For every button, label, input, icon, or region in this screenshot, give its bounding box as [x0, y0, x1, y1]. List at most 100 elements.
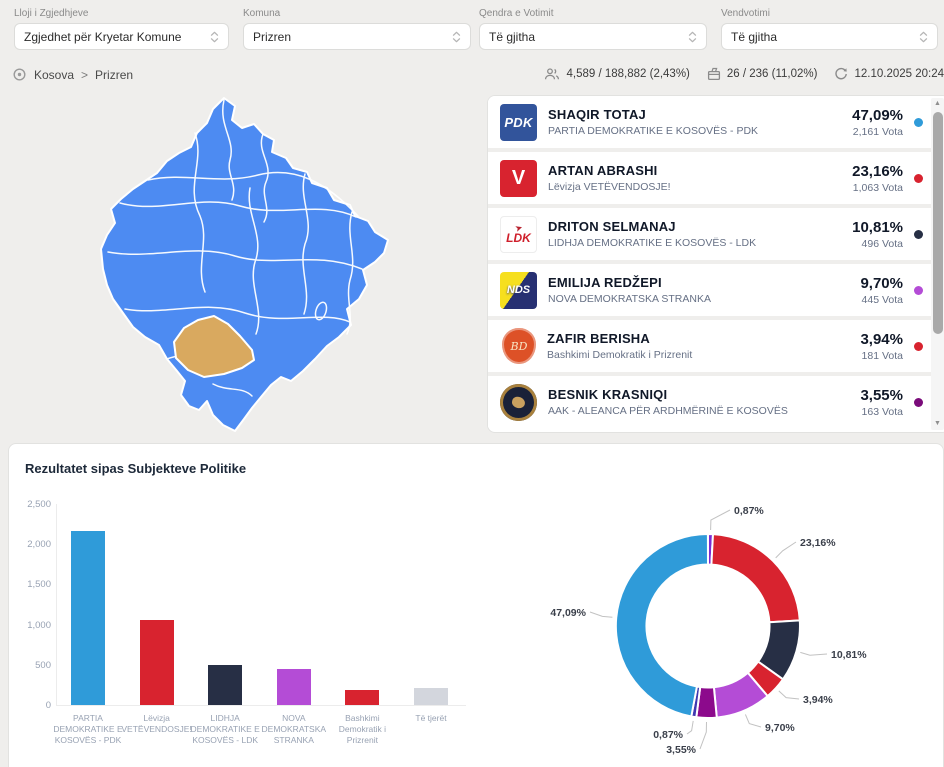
donut-label-connector — [686, 720, 694, 735]
party-logo-text: V — [511, 166, 526, 189]
x-axis-category-label: PARTIA DEMOKRATIKE E KOSOVËS - PDK — [53, 713, 123, 746]
party-logo-pdk-icon: PDK — [500, 103, 537, 141]
party-logo-vv-icon: V — [500, 159, 537, 197]
candidate-party: NOVA DEMOKRATSKA STRANKA — [548, 293, 711, 305]
breadcrumb-current: Prizren — [95, 67, 134, 82]
candidate-percent: 3,94% — [860, 330, 903, 348]
map-country-shape[interactable] — [100, 97, 389, 432]
x-axis-line — [56, 705, 466, 706]
donut-slice-label: 10,81% — [831, 649, 867, 661]
filter-voting-center: Qendra e Votimit Të gjitha — [479, 8, 707, 50]
stats-bar: 4,589 / 188,882 (2,43%) 26 / 236 (11,02%… — [544, 67, 944, 81]
filter-label: Qendra e Votimit — [479, 8, 554, 19]
bar-6[interactable] — [414, 688, 448, 705]
y-axis-tick-label: 2,500 — [27, 499, 51, 510]
select-value: Të gjitha — [731, 29, 778, 44]
results-by-party-card: Rezultatet sipas Subjekteve Politike 0 50… — [8, 443, 944, 767]
scroll-up-arrow-icon[interactable]: ▲ — [934, 100, 941, 107]
filter-municipality: Komuna Prizren — [243, 8, 471, 50]
bar-3[interactable] — [208, 665, 243, 705]
candidate-name: BESNIK KRASNIQI — [548, 387, 668, 402]
donut-label-connector — [710, 509, 731, 531]
candidate-votes: 163 Vota — [861, 405, 903, 418]
bar-2[interactable] — [139, 619, 174, 705]
candidate-party: PARTIA DEMOKRATIKE E KOSOVËS - PDK — [548, 125, 759, 137]
x-axis-category-label: Lëvizja VETËVENDOSJE! — [121, 713, 192, 735]
bar-4[interactable] — [276, 669, 311, 705]
candidate-row[interactable]: PDK SHAQIR TOTAJ PARTIA DEMOKRATIKE E KOSO… — [488, 96, 944, 152]
candidate-percent: 47,09% — [852, 106, 903, 124]
updated-stat: 12.10.2025 20:24 — [834, 67, 944, 81]
ldk-arrow-icon: ➤ — [513, 222, 524, 234]
bar-1[interactable] — [71, 531, 105, 705]
scroll-down-arrow-icon[interactable]: ▼ — [934, 420, 941, 427]
bar-5[interactable] — [345, 690, 380, 705]
party-logo-text: BD — [510, 339, 528, 353]
candidate-percent: 10,81% — [852, 218, 903, 236]
candidate-row[interactable]: BD ZAFIR BERISHA Bashkimi Demokratik i Pri… — [488, 320, 944, 376]
voting-center-select[interactable]: Të gjitha — [479, 23, 707, 50]
candidate-name: EMILIJA REDŽEPI — [548, 275, 662, 290]
chevron-updown-icon — [919, 30, 928, 44]
aak-emblem-icon — [510, 395, 527, 409]
chevron-updown-icon — [210, 30, 219, 44]
filter-label: Lloji i Zgjedhjeve — [14, 8, 89, 19]
filter-label: Komuna — [243, 8, 281, 19]
donut-label-connector — [800, 651, 828, 656]
candidate-votes: 181 Vota — [861, 349, 903, 362]
candidate-name: DRITON SELMANAJ — [548, 219, 676, 234]
polling-station-select[interactable]: Të gjitha — [721, 23, 938, 50]
candidate-name: SHAQIR TOTAJ — [548, 107, 646, 122]
filter-polling-station: Vendvotimi Të gjitha — [721, 8, 938, 50]
select-value: Zgjedhet për Kryetar Komune — [24, 29, 182, 44]
bar-chart: 0 500 1,000 1,500 2,000 2,500 PARTIA DEMOKRATI… — [9, 444, 479, 767]
party-logo-ldk-icon: ➤ LDK — [500, 215, 537, 253]
candidate-party: Bashkimi Demokratik i Prizrenit — [547, 349, 693, 361]
map-region-prizren[interactable] — [173, 315, 255, 378]
breadcrumb-separator: > — [81, 67, 89, 82]
candidate-party: LIDHJA DEMOKRATIKE E KOSOVËS - LDK — [548, 237, 757, 249]
candidate-list-scrollbar[interactable]: ▲ ▼ — [931, 98, 944, 430]
y-axis-tick-label: 1,500 — [27, 579, 51, 591]
party-logo-bdp-icon: BD — [502, 328, 536, 364]
x-axis-category-label: NOVA DEMOKRATSKA STRANKA — [261, 713, 327, 746]
chevron-updown-icon — [452, 30, 461, 44]
x-axis-category-label: LIDHJA DEMOKRATIKE E KOSOVËS - LDK — [190, 713, 260, 746]
election-type-select[interactable]: Zgjedhet për Kryetar Komune — [14, 23, 229, 50]
scrollbar-thumb[interactable] — [932, 112, 943, 334]
select-value: Prizren — [253, 29, 292, 44]
donut-slice-2[interactable] — [710, 533, 801, 624]
candidate-row[interactable]: BESNIK KRASNIQI AAK - ALEANCA PËR ARDHMËR… — [488, 376, 944, 428]
candidate-color-dot — [914, 117, 923, 127]
candidate-votes: 1,063 Vota — [852, 181, 903, 194]
municipality-borders — [107, 99, 363, 397]
donut-label-connector — [589, 611, 613, 618]
party-logo-text: LDK — [506, 231, 531, 245]
candidate-row[interactable]: ➤ LDK DRITON SELMANAJ LIDHJA DEMOKRATIKE E … — [488, 208, 944, 264]
candidate-color-dot — [914, 173, 923, 183]
stations-stat: 26 / 236 (11,02%) — [707, 67, 817, 81]
refresh-icon — [834, 67, 848, 81]
y-axis-tick-label: 1,000 — [27, 619, 51, 631]
donut-slice-8[interactable] — [614, 532, 710, 718]
y-axis-line — [56, 504, 57, 705]
candidate-party: Lëvizja VETËVENDOSJE! — [548, 181, 671, 193]
kosovo-map[interactable] — [100, 88, 470, 444]
candidate-color-dot — [914, 397, 923, 407]
candidate-votes: 2,161 Vota — [852, 125, 903, 138]
municipality-select[interactable]: Prizren — [243, 23, 471, 50]
donut-slice-label: 9,70% — [765, 722, 795, 734]
ballot-box-icon — [707, 67, 721, 81]
breadcrumb-home[interactable]: Kosova — [34, 67, 75, 82]
candidate-row[interactable]: NDS EMILIJA REDŽEPI NOVA DEMOKRATSKA STRAN… — [488, 264, 944, 320]
candidate-row[interactable]: V ARTAN ABRASHI Lëvizja VETËVENDOSJE! 23,16… — [488, 152, 944, 208]
party-logo-text: PDK — [504, 114, 533, 130]
party-logo-aak-icon — [500, 383, 537, 421]
breadcrumb: Kosova > Prizren — [12, 67, 133, 82]
filter-label: Vendvotimi — [721, 8, 770, 19]
x-axis-category-label: Të tjerët — [415, 713, 447, 723]
section-title: Rezultatet sipas Subjekteve Politike — [25, 461, 247, 476]
donut-label-connector — [699, 721, 707, 750]
candidate-list: PDK SHAQIR TOTAJ PARTIA DEMOKRATIKE E KOSO… — [488, 96, 944, 428]
